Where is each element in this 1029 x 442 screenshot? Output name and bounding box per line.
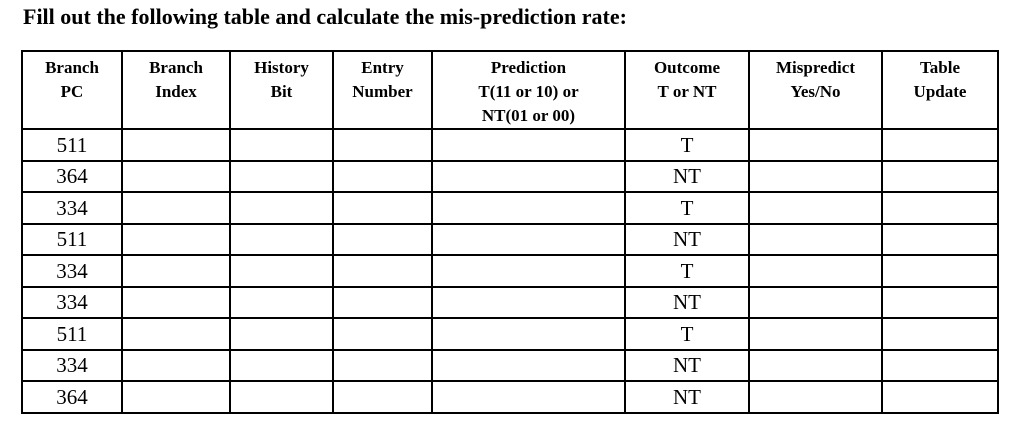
- cell-table-update: [881, 159, 999, 193]
- cell-entry-number: [332, 159, 433, 193]
- cell-mispredict: [748, 191, 883, 225]
- col-header-branch-index: Branch Index: [121, 50, 231, 130]
- col-header-branch-pc: Branch PC: [21, 50, 123, 130]
- branch-prediction-table: Branch PC Branch Index History Bit Entry…: [21, 50, 999, 414]
- cell-mispredict: [748, 159, 883, 193]
- cell-branch-pc: 334: [21, 191, 123, 225]
- cell-history-bit: [229, 348, 334, 382]
- cell-history-bit: [229, 254, 334, 288]
- cell-table-update: [881, 317, 999, 351]
- table-row: 334 T: [21, 191, 999, 225]
- cell-history-bit: [229, 191, 334, 225]
- cell-outcome: NT: [624, 285, 750, 319]
- cell-outcome: NT: [624, 380, 750, 414]
- col-header-mispredict: Mispredict Yes/No: [748, 50, 883, 130]
- cell-mispredict: [748, 348, 883, 382]
- cell-table-update: [881, 191, 999, 225]
- cell-prediction: [431, 191, 626, 225]
- table-header-row: Branch PC Branch Index History Bit Entry…: [21, 50, 999, 130]
- cell-branch-pc: 511: [21, 222, 123, 256]
- cell-history-bit: [229, 159, 334, 193]
- cell-mispredict: [748, 380, 883, 414]
- cell-entry-number: [332, 317, 433, 351]
- cell-branch-index: [121, 159, 231, 193]
- cell-table-update: [881, 254, 999, 288]
- table-row: 511 T: [21, 128, 999, 162]
- cell-outcome: NT: [624, 159, 750, 193]
- cell-branch-index: [121, 191, 231, 225]
- cell-entry-number: [332, 222, 433, 256]
- cell-prediction: [431, 348, 626, 382]
- cell-branch-pc: 334: [21, 348, 123, 382]
- col-header-prediction: Prediction T(11 or 10) or NT(01 or 00): [431, 50, 626, 130]
- cell-mispredict: [748, 254, 883, 288]
- cell-mispredict: [748, 222, 883, 256]
- table-row: 334 NT: [21, 285, 999, 319]
- table-row: 334 T: [21, 254, 999, 288]
- cell-history-bit: [229, 222, 334, 256]
- cell-mispredict: [748, 285, 883, 319]
- cell-mispredict: [748, 317, 883, 351]
- col-header-outcome: Outcome T or NT: [624, 50, 750, 130]
- cell-table-update: [881, 222, 999, 256]
- cell-prediction: [431, 254, 626, 288]
- col-header-history-bit: History Bit: [229, 50, 334, 130]
- table-row: 364 NT: [21, 380, 999, 414]
- cell-entry-number: [332, 128, 433, 162]
- cell-table-update: [881, 128, 999, 162]
- table-row: 511 NT: [21, 222, 999, 256]
- cell-branch-index: [121, 348, 231, 382]
- cell-outcome: NT: [624, 222, 750, 256]
- cell-branch-pc: 364: [21, 159, 123, 193]
- cell-branch-pc: 511: [21, 128, 123, 162]
- cell-mispredict: [748, 128, 883, 162]
- cell-history-bit: [229, 317, 334, 351]
- cell-entry-number: [332, 285, 433, 319]
- cell-outcome: T: [624, 191, 750, 225]
- cell-branch-index: [121, 254, 231, 288]
- cell-history-bit: [229, 128, 334, 162]
- col-header-table-update: Table Update: [881, 50, 999, 130]
- cell-entry-number: [332, 191, 433, 225]
- cell-branch-index: [121, 285, 231, 319]
- cell-outcome: NT: [624, 348, 750, 382]
- table-row: 511 T: [21, 317, 999, 351]
- cell-history-bit: [229, 285, 334, 319]
- cell-prediction: [431, 380, 626, 414]
- cell-branch-pc: 364: [21, 380, 123, 414]
- col-header-entry-number: Entry Number: [332, 50, 433, 130]
- cell-branch-index: [121, 380, 231, 414]
- cell-prediction: [431, 128, 626, 162]
- table-row: 334 NT: [21, 348, 999, 382]
- cell-branch-index: [121, 317, 231, 351]
- cell-table-update: [881, 285, 999, 319]
- cell-table-update: [881, 380, 999, 414]
- cell-outcome: T: [624, 254, 750, 288]
- cell-prediction: [431, 159, 626, 193]
- table-body: 511 T 364 NT 334: [21, 128, 999, 414]
- table-row: 364 NT: [21, 159, 999, 193]
- question-title: Fill out the following table and calcula…: [23, 4, 627, 29]
- cell-branch-pc: 334: [21, 254, 123, 288]
- cell-branch-pc: 511: [21, 317, 123, 351]
- cell-table-update: [881, 348, 999, 382]
- cell-entry-number: [332, 254, 433, 288]
- cell-branch-pc: 334: [21, 285, 123, 319]
- cell-branch-index: [121, 222, 231, 256]
- cell-outcome: T: [624, 317, 750, 351]
- cell-outcome: T: [624, 128, 750, 162]
- cell-entry-number: [332, 348, 433, 382]
- cell-prediction: [431, 222, 626, 256]
- cell-entry-number: [332, 380, 433, 414]
- cell-branch-index: [121, 128, 231, 162]
- cell-prediction: [431, 317, 626, 351]
- cell-history-bit: [229, 380, 334, 414]
- cell-prediction: [431, 285, 626, 319]
